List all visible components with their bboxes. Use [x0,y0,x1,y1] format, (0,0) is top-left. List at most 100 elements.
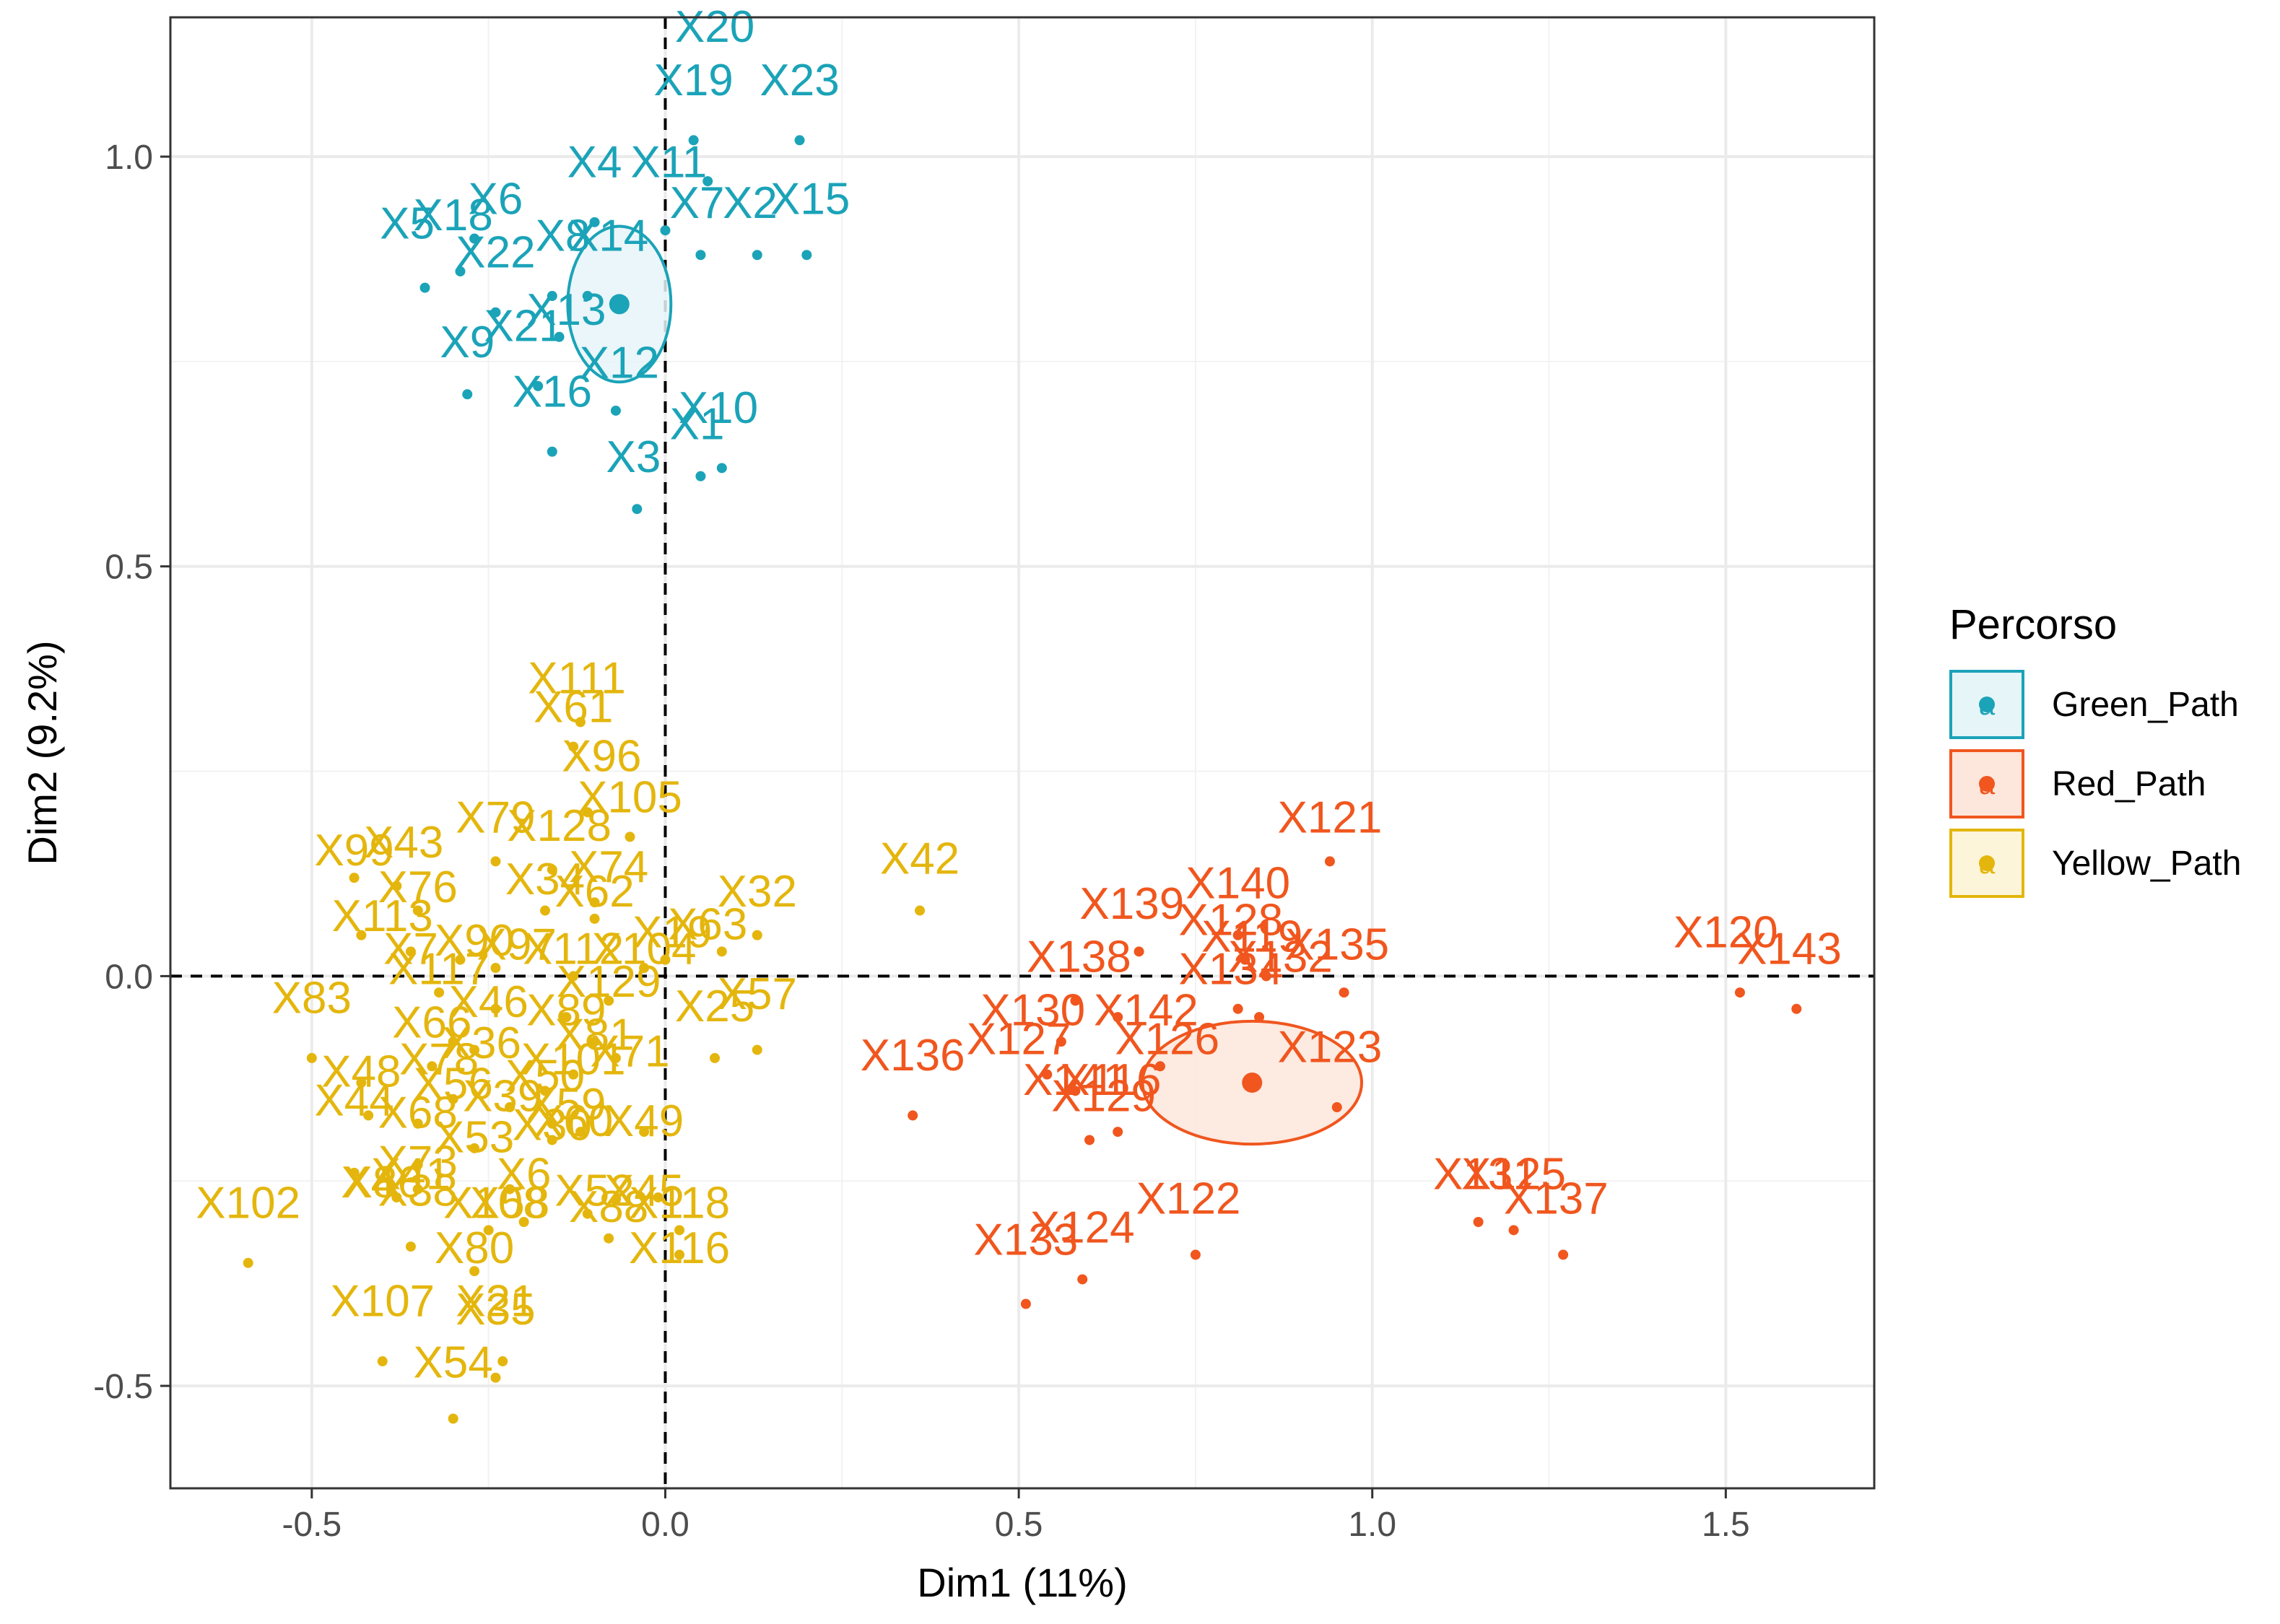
point-label: X116 [629,1223,730,1273]
point-label: X127 [967,1014,1071,1064]
point-label: X74 [569,842,648,892]
point-x59 [547,1118,557,1129]
point-x15 [801,250,812,261]
point-x46 [490,1003,501,1014]
point-x4y [349,1167,360,1178]
point-label: X4 [341,1158,396,1208]
point-x132 [1254,1012,1265,1023]
legend-key-dot [1979,697,1995,712]
point-label: X120 [1674,908,1778,958]
point-x19y [660,954,671,965]
y-axis-ticks: -0.5 0.0 0.5 1.0 [93,139,170,1406]
point-label: X137 [1504,1174,1609,1224]
point-label: X142 [1094,986,1198,1036]
point-x113 [356,930,367,940]
point-label: X36 [442,1018,521,1068]
point-label: X76 [378,863,458,912]
point-x76 [412,905,423,916]
point-label: X60 [534,1096,613,1146]
point-label: X63 [668,899,747,949]
point-label: X121 [1278,793,1383,843]
point-x131 [1473,1217,1484,1228]
point-label: X22 [456,227,535,277]
point-x18 [455,266,466,276]
point-label: X46 [448,977,528,1027]
point-label: X79 [456,793,535,843]
legend-key-dot [1979,855,1995,871]
point-label: X116 [1060,1055,1161,1105]
point-x139 [1134,946,1144,957]
point-label: X126 [1115,1014,1219,1064]
legend-key-glyph: a [1979,769,1996,800]
y-tick-label: 0.0 [105,958,153,996]
point-x124 [1077,1274,1088,1285]
point-label: X81 [554,1010,634,1060]
centroid-red-path [1242,1072,1263,1093]
point-label: X108 [443,1178,548,1228]
point-label: X53 [435,1112,514,1162]
point-label: X66 [392,998,471,1048]
point-label: X58 [470,1178,549,1228]
point-label: X135 [1284,920,1389,970]
point-label: X117 [388,945,489,995]
point-x19 [702,176,713,187]
legend-key-glyph: a [1979,689,1996,721]
point-label: X130 [980,986,1085,1036]
point-x22 [490,307,501,318]
point-label: X14 [569,211,648,261]
point-x42 [915,905,926,916]
point-x130 [1056,1036,1066,1047]
point-x20 [688,135,699,146]
point-x127 [1042,1069,1053,1080]
point-label: X132 [1228,933,1333,982]
point-label: X104 [592,924,697,974]
point-x105 [625,831,635,842]
point-x107 [377,1356,388,1367]
point-label: X6 [497,1150,552,1200]
point-label: X38 [378,1166,458,1215]
point-label: X102 [196,1178,300,1228]
point-x21y [497,1356,508,1367]
point-label: X30 [513,1100,592,1150]
point-label: X1 [670,400,725,450]
point-x6 [469,233,480,244]
point-x121 [1324,856,1335,867]
point-x50 [540,1086,551,1096]
point-label: X129 [1051,1072,1156,1122]
x-tick-label: 0.5 [995,1506,1043,1544]
point-x136 [908,1110,918,1121]
x-tick-label: 0.0 [641,1506,689,1544]
point-x96 [582,807,593,818]
point-x141 [1070,1086,1081,1096]
point-label: X129 [557,957,661,1007]
x-tick-label: -0.5 [282,1506,341,1544]
point-label: X21 [484,301,563,351]
point-label: X134 [1178,945,1283,995]
legend-key-glyph: a [1979,848,1996,880]
point-label: X71 [590,1026,669,1076]
point-x126 [1154,1061,1165,1072]
point-label: X7 [670,178,725,228]
point-x66 [448,1036,458,1047]
point-label: X3 [606,432,661,482]
point-x86 [391,1192,402,1202]
legend-label: Yellow_Path [2052,844,2241,883]
point-x134 [1232,1003,1243,1014]
point-label: X10 [679,383,758,433]
legend-item-green-path: a Green_Path [1949,670,2239,739]
point-x8 [547,291,557,302]
point-x23 [794,135,805,146]
point-label: X56 [414,1060,493,1109]
point-label: X32 [718,867,797,917]
point-label: X119 [1201,912,1302,961]
point-label: X12 [580,339,659,388]
point-label: X19 [632,908,712,958]
reference-lines [170,17,1874,1488]
point-x128 [1240,954,1250,965]
point-x41 [412,1184,423,1195]
point-label: X123 [1278,1023,1383,1073]
point-label: X96 [562,732,641,782]
point-x129 [1084,1135,1095,1145]
